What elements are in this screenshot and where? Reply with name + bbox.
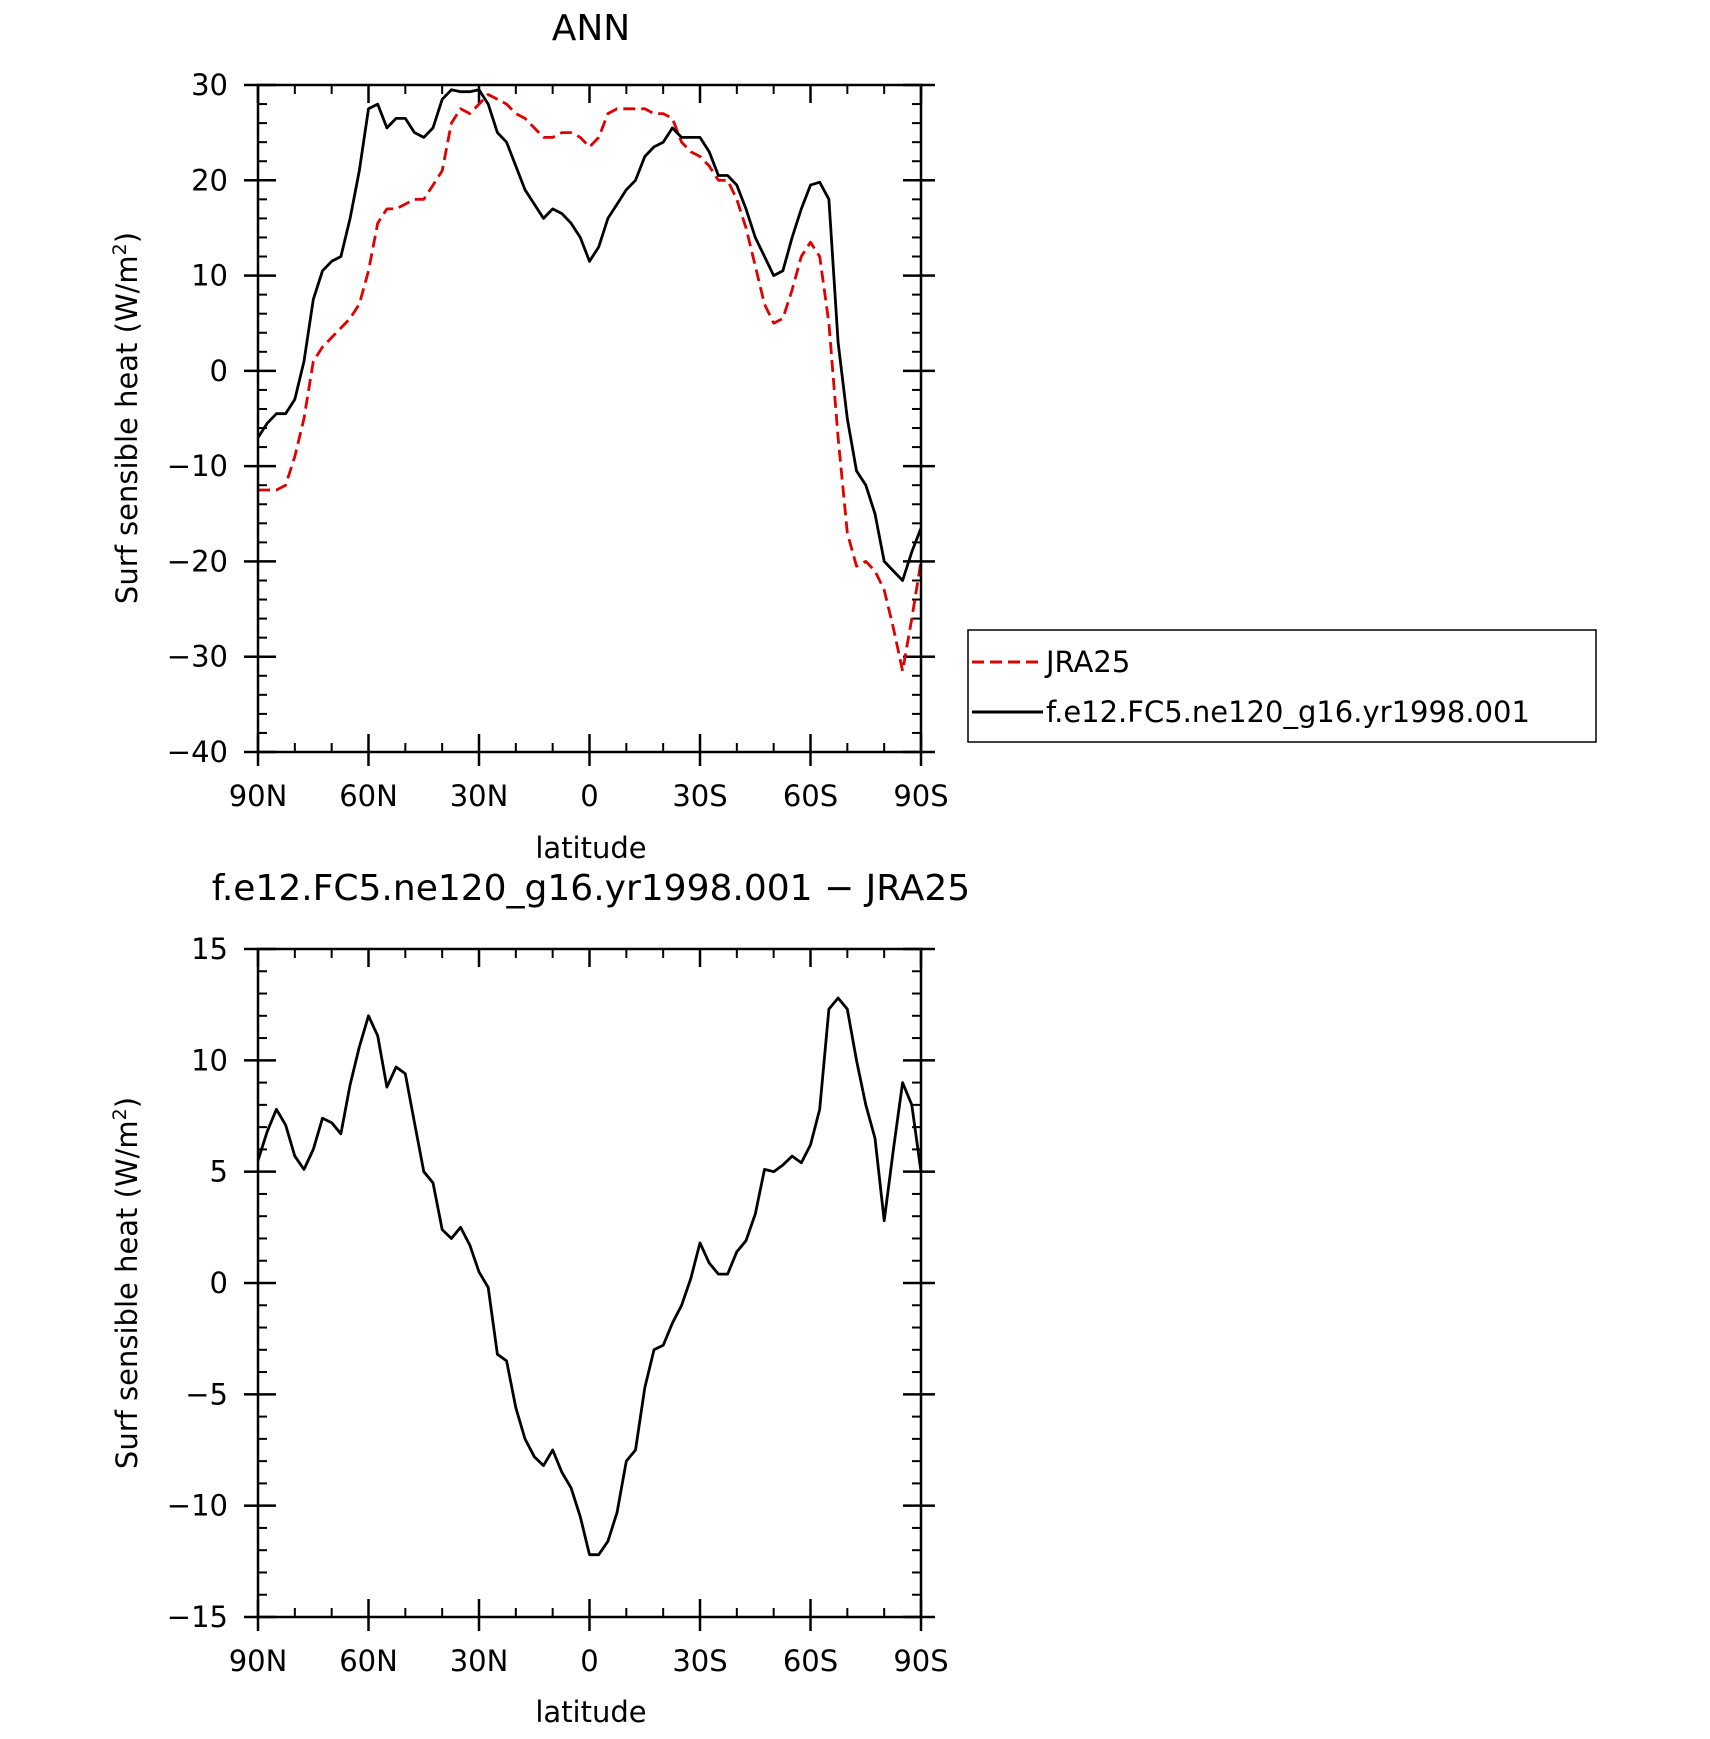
bottom-xtick-label: 30S (672, 1644, 727, 1678)
top-chart-title: ANN (552, 8, 631, 49)
top-chart-series-layer (256, 88, 923, 673)
bottom-chart-xlabel: latitude (535, 1695, 646, 1729)
legend-label-jra25: JRA25 (1044, 645, 1130, 679)
top-series-line-1 (256, 88, 923, 582)
bottom-chart-ylabel-sup: 2 (109, 1108, 131, 1120)
bottom-chart-panel: f.e12.FC5.ne120_g16.yr1998.001 − JRA25 9… (109, 868, 970, 1729)
top-chart-ylabel-sup: 2 (109, 243, 131, 255)
bottom-chart-ticks (244, 947, 935, 1631)
top-chart-xlabel: latitude (535, 831, 646, 865)
top-xtick-label: 30S (672, 779, 727, 813)
top-chart-frame (256, 83, 923, 754)
top-chart-ticks (244, 83, 935, 766)
bottom-ytick-label: 0 (210, 1266, 228, 1300)
top-chart-panel: ANN 90N 60N 30N 0 30S 60S 90S 30 20 10 0 −10 −20 −30 −… (109, 8, 1597, 865)
bottom-ytick-label: −10 (167, 1489, 228, 1523)
top-xtick-label: 60N (339, 779, 398, 813)
top-chart-ylabel-main: Surf sensible heat (W/m (110, 255, 144, 604)
top-xtick-label: 30N (450, 779, 509, 813)
bottom-xtick-label: 90N (229, 1644, 288, 1678)
bottom-ytick-label: 5 (210, 1155, 228, 1189)
bottom-xtick-label: 0 (580, 1644, 598, 1678)
bottom-chart-series-layer (256, 996, 923, 1557)
top-chart-legend: JRA25 f.e12.FC5.ne120_g16.yr1998.001 (967, 629, 1597, 743)
top-ytick-label: −10 (167, 449, 228, 483)
top-chart-ylabel-tail: ) (110, 232, 144, 243)
bottom-chart-ylabel: Surf sensible heat (W/m2) (109, 1097, 144, 1469)
bottom-series-line-0 (256, 996, 923, 1557)
top-chart-ylabel: Surf sensible heat (W/m2) (109, 232, 144, 604)
bottom-chart-ylabel-main: Surf sensible heat (W/m (110, 1120, 144, 1469)
bottom-chart-ylabel-tail: ) (110, 1097, 144, 1108)
top-ytick-label: −30 (167, 640, 228, 674)
bottom-xtick-label: 90S (893, 1644, 948, 1678)
top-chart-tick-labels: 90N 60N 30N 0 30S 60S 90S 30 20 10 0 −10 −20 −30 −40 (167, 68, 949, 813)
bottom-chart-tick-labels: 90N 60N 30N 0 30S 60S 90S 15 10 5 0 −5 −10 −15 (167, 932, 949, 1678)
top-ytick-label: 30 (191, 68, 228, 102)
bottom-xtick-label: 60S (783, 1644, 838, 1678)
top-xtick-label: 90N (229, 779, 288, 813)
legend-box (967, 629, 1597, 743)
bottom-chart-frame (256, 947, 923, 1619)
legend-label-model: f.e12.FC5.ne120_g16.yr1998.001 (1046, 695, 1530, 729)
top-xtick-label: 90S (893, 779, 948, 813)
top-xtick-label: 0 (580, 779, 598, 813)
bottom-chart-title: f.e12.FC5.ne120_g16.yr1998.001 − JRA25 (212, 868, 970, 909)
top-ytick-label: −20 (167, 544, 228, 578)
top-ytick-label: 0 (210, 354, 228, 388)
bottom-xtick-label: 30N (450, 1644, 509, 1678)
bottom-ytick-label: 15 (191, 932, 228, 966)
top-series-line-0 (258, 93, 923, 673)
bottom-ytick-label: −15 (167, 1600, 228, 1634)
bottom-xtick-label: 60N (339, 1644, 398, 1678)
bottom-ytick-label: 10 (191, 1043, 228, 1077)
bottom-ytick-label: −5 (185, 1377, 228, 1411)
top-ytick-label: 20 (191, 163, 228, 197)
top-ytick-label: −40 (167, 735, 228, 769)
top-ytick-label: 10 (191, 259, 228, 293)
top-xtick-label: 60S (783, 779, 838, 813)
